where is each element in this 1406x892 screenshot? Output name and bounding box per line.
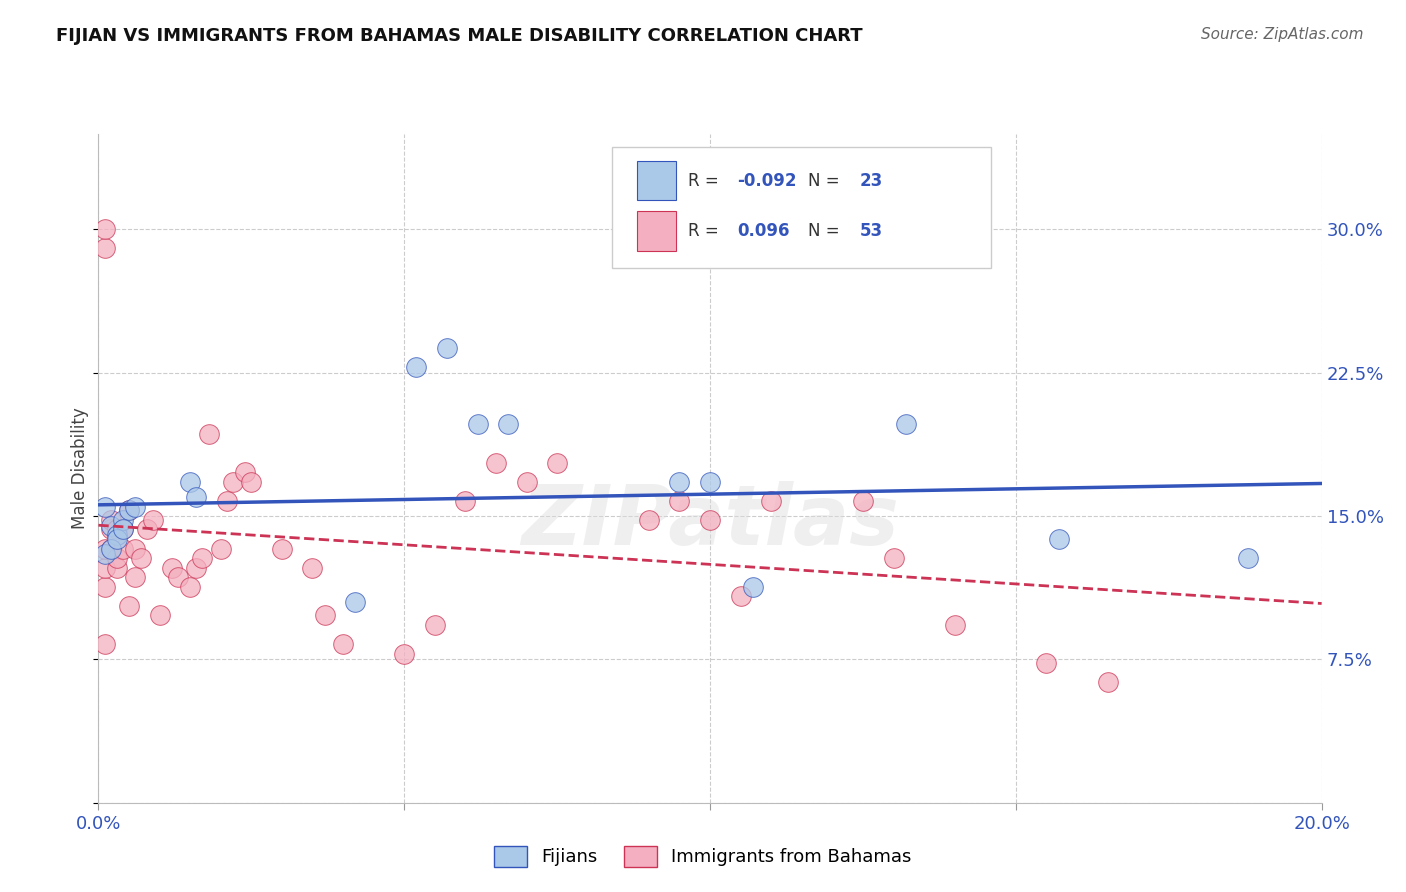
Point — [93, 242, 115, 256]
Point — [215, 493, 238, 508]
Text: N =: N = — [808, 222, 845, 240]
Point — [105, 551, 128, 566]
Point — [93, 222, 115, 236]
Point — [93, 500, 115, 514]
Point — [118, 503, 141, 517]
Point — [160, 560, 183, 574]
Point — [668, 475, 690, 489]
Point — [93, 547, 115, 561]
Point — [233, 465, 256, 479]
FancyBboxPatch shape — [637, 161, 676, 201]
Point — [100, 518, 122, 533]
Point — [1035, 657, 1057, 671]
Point — [124, 500, 146, 514]
Point — [118, 599, 141, 613]
Point — [111, 523, 134, 537]
Point — [136, 523, 159, 537]
Point — [105, 532, 128, 546]
Y-axis label: Male Disability: Male Disability — [72, 408, 90, 529]
Point — [392, 647, 416, 661]
Text: 0.096: 0.096 — [737, 222, 789, 240]
Point — [93, 541, 115, 556]
Point — [852, 493, 875, 508]
Point — [93, 580, 115, 594]
Point — [730, 590, 752, 604]
Point — [436, 341, 458, 355]
Point — [222, 475, 245, 489]
Point — [485, 456, 508, 470]
Point — [105, 528, 128, 542]
Point — [759, 493, 782, 508]
Point — [637, 513, 661, 527]
Point — [149, 608, 172, 623]
Text: R =: R = — [688, 222, 724, 240]
Point — [100, 523, 122, 537]
Point — [344, 595, 367, 609]
Point — [111, 523, 134, 537]
Point — [105, 523, 128, 537]
Point — [100, 541, 122, 556]
Point — [546, 456, 568, 470]
Text: 53: 53 — [859, 222, 883, 240]
Point — [1047, 532, 1070, 546]
Point — [405, 359, 427, 374]
Point — [167, 570, 190, 584]
Point — [1237, 551, 1260, 566]
Point — [100, 541, 122, 556]
Point — [111, 541, 134, 556]
Point — [332, 637, 354, 651]
Point — [943, 618, 966, 632]
Point — [454, 493, 477, 508]
Point — [186, 560, 208, 574]
Point — [1097, 675, 1119, 690]
Point — [93, 560, 115, 574]
Point — [124, 541, 146, 556]
Point — [142, 513, 165, 527]
Point — [516, 475, 538, 489]
Point — [100, 513, 122, 527]
Point — [314, 608, 336, 623]
Point — [93, 637, 115, 651]
Point — [209, 541, 232, 556]
Point — [699, 513, 721, 527]
Point — [467, 417, 489, 432]
Point — [124, 570, 146, 584]
Legend: Fijians, Immigrants from Bahamas: Fijians, Immigrants from Bahamas — [486, 838, 920, 874]
Point — [699, 475, 721, 489]
Point — [118, 503, 141, 517]
Point — [240, 475, 263, 489]
Point — [105, 560, 128, 574]
Point — [301, 560, 323, 574]
Point — [186, 490, 208, 504]
Text: R =: R = — [688, 171, 724, 190]
Text: ZIPatlas: ZIPatlas — [522, 482, 898, 562]
Point — [496, 417, 519, 432]
FancyBboxPatch shape — [637, 211, 676, 251]
Point — [423, 618, 446, 632]
Point — [668, 493, 690, 508]
Text: -0.092: -0.092 — [737, 171, 796, 190]
Point — [741, 580, 763, 594]
Point — [129, 551, 152, 566]
Point — [111, 513, 134, 527]
Point — [191, 551, 214, 566]
Point — [197, 426, 219, 441]
Text: Source: ZipAtlas.com: Source: ZipAtlas.com — [1201, 27, 1364, 42]
Text: N =: N = — [808, 171, 845, 190]
Point — [179, 475, 201, 489]
FancyBboxPatch shape — [612, 147, 991, 268]
Point — [883, 551, 905, 566]
Point — [179, 580, 201, 594]
Text: 23: 23 — [859, 171, 883, 190]
Point — [894, 417, 917, 432]
Point — [270, 541, 292, 556]
Text: FIJIAN VS IMMIGRANTS FROM BAHAMAS MALE DISABILITY CORRELATION CHART: FIJIAN VS IMMIGRANTS FROM BAHAMAS MALE D… — [56, 27, 863, 45]
